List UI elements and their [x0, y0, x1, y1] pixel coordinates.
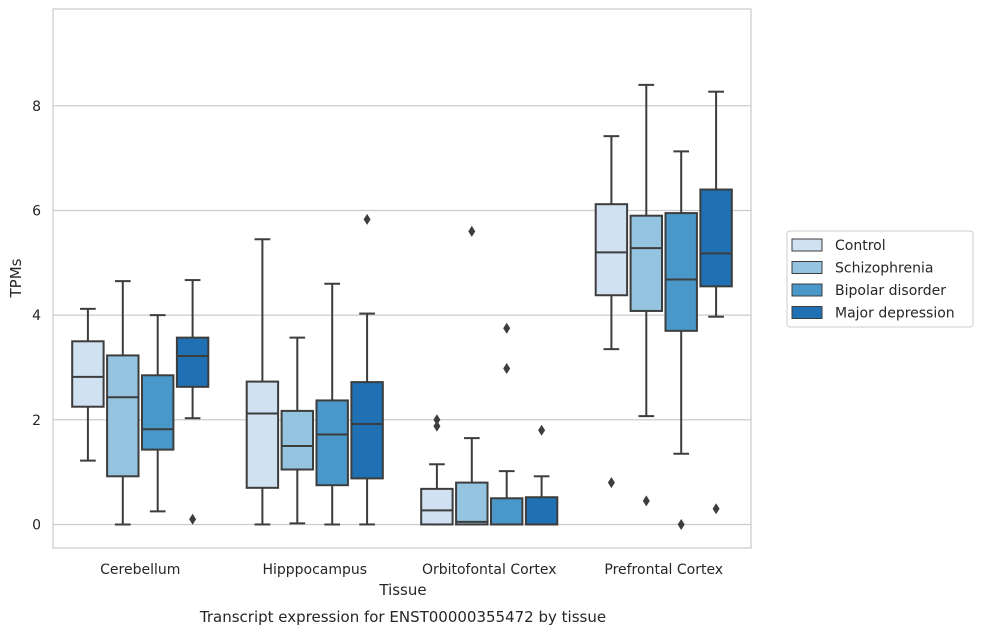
- box-body: [489, 497, 524, 526]
- outlier-point: [712, 503, 720, 515]
- outlier-point: [677, 518, 685, 530]
- box-body: [664, 212, 698, 332]
- outlier-point: [433, 420, 441, 432]
- legend: Control Schizophrenia Bipolar disorder Majo…: [786, 230, 974, 328]
- box-body: [350, 381, 384, 480]
- box-body: [455, 481, 489, 526]
- legend-frame: [786, 230, 974, 328]
- y-tick-label: 8: [32, 99, 41, 115]
- box-body: [106, 354, 140, 478]
- box-2-1: [455, 225, 489, 526]
- legend-swatch: [791, 261, 823, 274]
- box-2-3: [524, 424, 559, 526]
- outlier-point: [503, 322, 511, 334]
- box-body: [420, 487, 454, 526]
- y-tick-label: 4: [32, 308, 41, 324]
- box-body: [594, 203, 629, 297]
- outlier-point: [503, 363, 511, 375]
- box-1-1: [280, 336, 315, 525]
- chart-caption: Transcript expression for ENST0000035547…: [199, 608, 606, 626]
- box-0-2: [140, 314, 175, 513]
- box-3-3: [699, 90, 733, 515]
- x-tick-label: Orbitofontal Cortex: [422, 562, 557, 578]
- box-body: [315, 399, 349, 487]
- legend-label: Bipolar disorder: [835, 283, 946, 299]
- legend-label: Schizophrenia: [835, 261, 933, 277]
- outlier-point: [468, 225, 476, 237]
- box-0-1: [106, 280, 140, 526]
- box-0-0: [71, 307, 105, 462]
- outlier-point: [607, 477, 615, 489]
- box-2-0: [420, 414, 454, 526]
- box-body: [71, 340, 105, 408]
- y-tick-label: 2: [32, 413, 41, 429]
- x-axis-label: Tissue: [378, 581, 426, 599]
- box-body: [629, 214, 664, 312]
- legend-label: Control: [835, 238, 886, 254]
- box-body: [245, 380, 280, 489]
- box-1-0: [245, 238, 280, 526]
- y-tick-label: 0: [32, 517, 41, 533]
- box-2-2: [489, 322, 524, 526]
- box-body: [280, 409, 315, 471]
- y-axis-label: TPMs: [7, 258, 25, 298]
- box-body: [524, 496, 559, 526]
- x-tick-label: Prefrontal Cortex: [604, 562, 723, 578]
- x-tick-label: Hipppocampus: [262, 562, 367, 578]
- legend-label: Major depression: [835, 306, 955, 322]
- box-0-3: [175, 279, 210, 525]
- legend-swatch: [791, 283, 823, 297]
- box-3-2: [664, 150, 698, 530]
- box-3-0: [594, 135, 629, 489]
- box-body: [175, 336, 210, 388]
- y-tick-label: 6: [32, 203, 41, 219]
- x-tick-label: Cerebellum: [100, 562, 180, 578]
- legend-swatch: [791, 238, 823, 252]
- outlier-point: [189, 513, 197, 525]
- box-3-1: [629, 83, 664, 507]
- outlier-point: [363, 213, 371, 225]
- outlier-point: [538, 424, 546, 436]
- legend-swatch: [791, 306, 823, 319]
- box-body: [699, 188, 733, 288]
- outlier-point: [433, 414, 441, 426]
- box-body: [140, 374, 175, 451]
- box-1-2: [315, 282, 349, 526]
- box-1-3: [350, 213, 384, 526]
- plot-frame: [52, 8, 752, 549]
- outlier-point: [642, 495, 650, 507]
